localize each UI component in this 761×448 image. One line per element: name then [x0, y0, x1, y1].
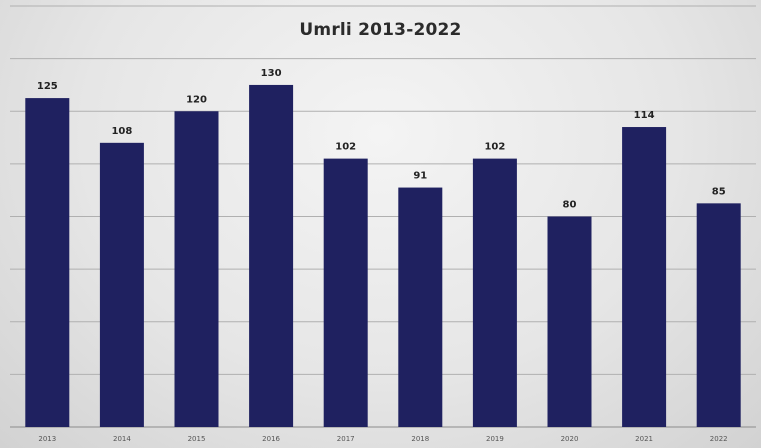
bar-2015 [174, 111, 219, 427]
bar-2021 [622, 127, 667, 427]
x-tick-label-2016: 2016 [262, 435, 280, 443]
bar-2014 [99, 142, 144, 427]
bar-2022 [696, 203, 741, 427]
bar-2019 [472, 158, 517, 428]
bar-2016 [249, 84, 294, 427]
data-label-2015: 120 [186, 94, 207, 105]
x-axis-ticks: 2013 2014 2015 2016 2017 2018 2019 2020 2021 2022 [38, 435, 727, 443]
data-labels: 125 108 120 130 102 91 102 80 114 85 [37, 68, 726, 211]
x-tick-label-2022: 2022 [710, 435, 728, 443]
data-label-2022: 85 [712, 186, 726, 197]
data-label-2013: 125 [37, 81, 58, 92]
x-tick-label-2021: 2021 [635, 435, 653, 443]
x-tick-label-2020: 2020 [561, 435, 579, 443]
bar-2017 [323, 158, 368, 428]
data-label-2018: 91 [413, 171, 427, 182]
x-tick-label-2019: 2019 [486, 435, 504, 443]
x-tick-label-2014: 2014 [113, 435, 131, 443]
x-tick-label-2013: 2013 [38, 435, 56, 443]
x-tick-label-2017: 2017 [337, 435, 355, 443]
bar-2020 [547, 216, 592, 427]
data-label-2019: 102 [484, 142, 505, 153]
data-label-2017: 102 [335, 142, 356, 153]
x-tick-label-2015: 2015 [188, 435, 206, 443]
data-label-2016: 130 [261, 68, 282, 79]
data-label-2020: 80 [563, 200, 577, 211]
bar-2013 [25, 98, 70, 427]
x-tick-label-2018: 2018 [411, 435, 429, 443]
data-label-2014: 108 [111, 126, 132, 137]
chart-title: Umrli 2013-2022 [299, 20, 462, 40]
bar-2018 [398, 187, 443, 427]
data-label-2021: 114 [634, 110, 655, 121]
bars [25, 84, 741, 428]
